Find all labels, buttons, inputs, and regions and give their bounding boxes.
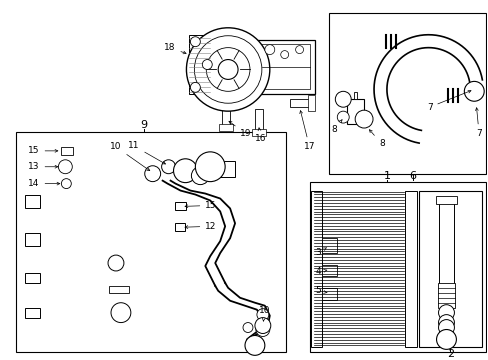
Circle shape [295, 46, 303, 54]
Circle shape [255, 323, 269, 337]
Bar [307, 95, 315, 111]
Bar [222, 107, 230, 129]
Bar [322, 265, 337, 276]
Text: 13: 13 [28, 162, 58, 171]
Circle shape [58, 160, 72, 174]
Text: 15: 15 [28, 147, 58, 156]
Text: 10: 10 [259, 306, 270, 321]
Circle shape [438, 305, 453, 321]
Circle shape [186, 28, 269, 111]
Bar [310, 190, 322, 347]
Text: 8: 8 [331, 120, 341, 134]
Circle shape [144, 166, 160, 182]
Text: 6: 6 [408, 171, 415, 181]
Bar [109, 286, 129, 293]
Circle shape [206, 48, 249, 91]
Bar [256, 40, 315, 94]
Bar [195, 69, 210, 84]
Circle shape [202, 59, 212, 69]
Bar [16, 132, 285, 352]
Text: 7: 7 [426, 90, 470, 112]
Bar [254, 109, 263, 134]
Circle shape [337, 111, 348, 123]
Text: 14: 14 [28, 179, 60, 188]
Circle shape [218, 59, 238, 80]
Bar [322, 288, 337, 300]
Circle shape [111, 303, 131, 323]
Text: 15: 15 [184, 201, 216, 210]
Bar [437, 283, 454, 308]
Text: 18: 18 [163, 43, 186, 54]
Bar [219, 124, 233, 131]
Circle shape [243, 323, 252, 333]
Text: 10: 10 [110, 143, 149, 171]
Bar [189, 35, 204, 55]
Circle shape [254, 318, 270, 333]
Text: 12: 12 [184, 222, 216, 231]
Bar [289, 99, 314, 107]
Bar [215, 161, 235, 177]
Circle shape [354, 110, 372, 128]
Circle shape [108, 255, 123, 271]
Text: 2: 2 [446, 349, 453, 359]
Text: 3: 3 [315, 248, 326, 257]
Circle shape [61, 179, 71, 189]
Circle shape [335, 91, 350, 107]
Bar [418, 190, 481, 347]
Circle shape [438, 320, 453, 336]
Text: 5: 5 [315, 286, 326, 295]
Circle shape [256, 309, 268, 321]
Circle shape [436, 329, 455, 349]
Bar [346, 99, 364, 124]
Bar [260, 44, 309, 89]
Bar [438, 198, 453, 288]
Text: 19: 19 [228, 121, 251, 139]
Bar [404, 190, 416, 347]
Circle shape [438, 315, 453, 330]
Bar [322, 238, 337, 253]
Circle shape [464, 81, 483, 101]
Bar [195, 55, 210, 69]
Bar [309, 182, 485, 352]
Bar [353, 92, 356, 99]
Bar [251, 129, 265, 136]
Circle shape [194, 36, 262, 103]
Bar [174, 202, 186, 210]
Text: 8: 8 [368, 130, 384, 148]
Text: 4: 4 [315, 267, 326, 276]
Circle shape [190, 82, 200, 92]
Bar [435, 195, 456, 204]
Text: 1: 1 [383, 171, 389, 181]
Circle shape [280, 51, 288, 59]
Bar [24, 273, 40, 283]
Text: 17: 17 [299, 111, 315, 152]
Circle shape [264, 45, 274, 55]
Text: 16: 16 [255, 128, 266, 143]
Circle shape [162, 160, 175, 174]
Circle shape [195, 152, 224, 182]
Bar [329, 13, 485, 174]
Text: 11: 11 [128, 141, 165, 164]
Circle shape [191, 167, 209, 185]
Bar [189, 81, 210, 94]
Text: 7: 7 [474, 108, 481, 139]
Bar [61, 147, 73, 155]
Bar [24, 308, 40, 318]
Circle shape [173, 159, 197, 183]
Bar [24, 233, 40, 246]
Circle shape [244, 336, 264, 355]
Text: 9: 9 [140, 120, 147, 130]
Bar [24, 194, 40, 208]
Bar [174, 223, 185, 231]
Circle shape [190, 37, 200, 47]
